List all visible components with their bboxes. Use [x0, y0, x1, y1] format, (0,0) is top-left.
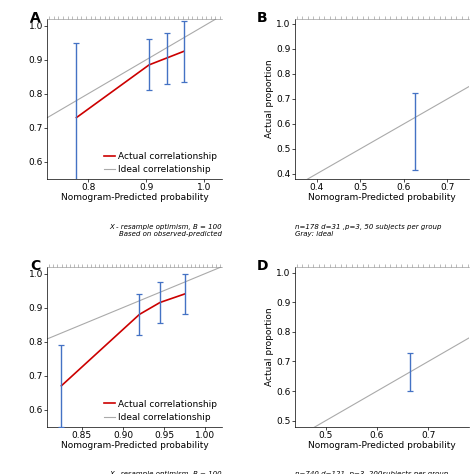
X-axis label: Nomogram-Predicted probability: Nomogram-Predicted probability: [308, 193, 456, 202]
Text: B: B: [256, 11, 267, 25]
Y-axis label: Actual proportion: Actual proportion: [264, 307, 273, 386]
Text: A: A: [30, 11, 41, 25]
Legend: Actual correlationship, Ideal correlationship: Actual correlationship, Ideal correlatio…: [104, 152, 217, 174]
Text: C: C: [30, 259, 40, 273]
Text: n=178 d=31 ,p=3, 50 subjects per group
Gray: ideal: n=178 d=31 ,p=3, 50 subjects per group G…: [295, 224, 441, 237]
Text: X - resample optimism, B = 100
Based on observed-predicted: X - resample optimism, B = 100 Based on …: [109, 224, 222, 237]
Y-axis label: Actual proportion: Actual proportion: [264, 60, 273, 138]
X-axis label: Nomogram-Predicted probability: Nomogram-Predicted probability: [61, 193, 209, 202]
Text: n=740 d=121 ,p=3, 200subjects per group
Gray: ideal: n=740 d=121 ,p=3, 200subjects per group …: [295, 471, 448, 474]
X-axis label: Nomogram-Predicted probability: Nomogram-Predicted probability: [61, 441, 209, 450]
Text: D: D: [256, 259, 268, 273]
Legend: Actual correlationship, Ideal correlationship: Actual correlationship, Ideal correlatio…: [104, 400, 217, 422]
Text: X - resample optimism, B = 100
Based on observed-predicted: X - resample optimism, B = 100 Based on …: [109, 471, 222, 474]
X-axis label: Nomogram-Predicted probability: Nomogram-Predicted probability: [308, 441, 456, 450]
